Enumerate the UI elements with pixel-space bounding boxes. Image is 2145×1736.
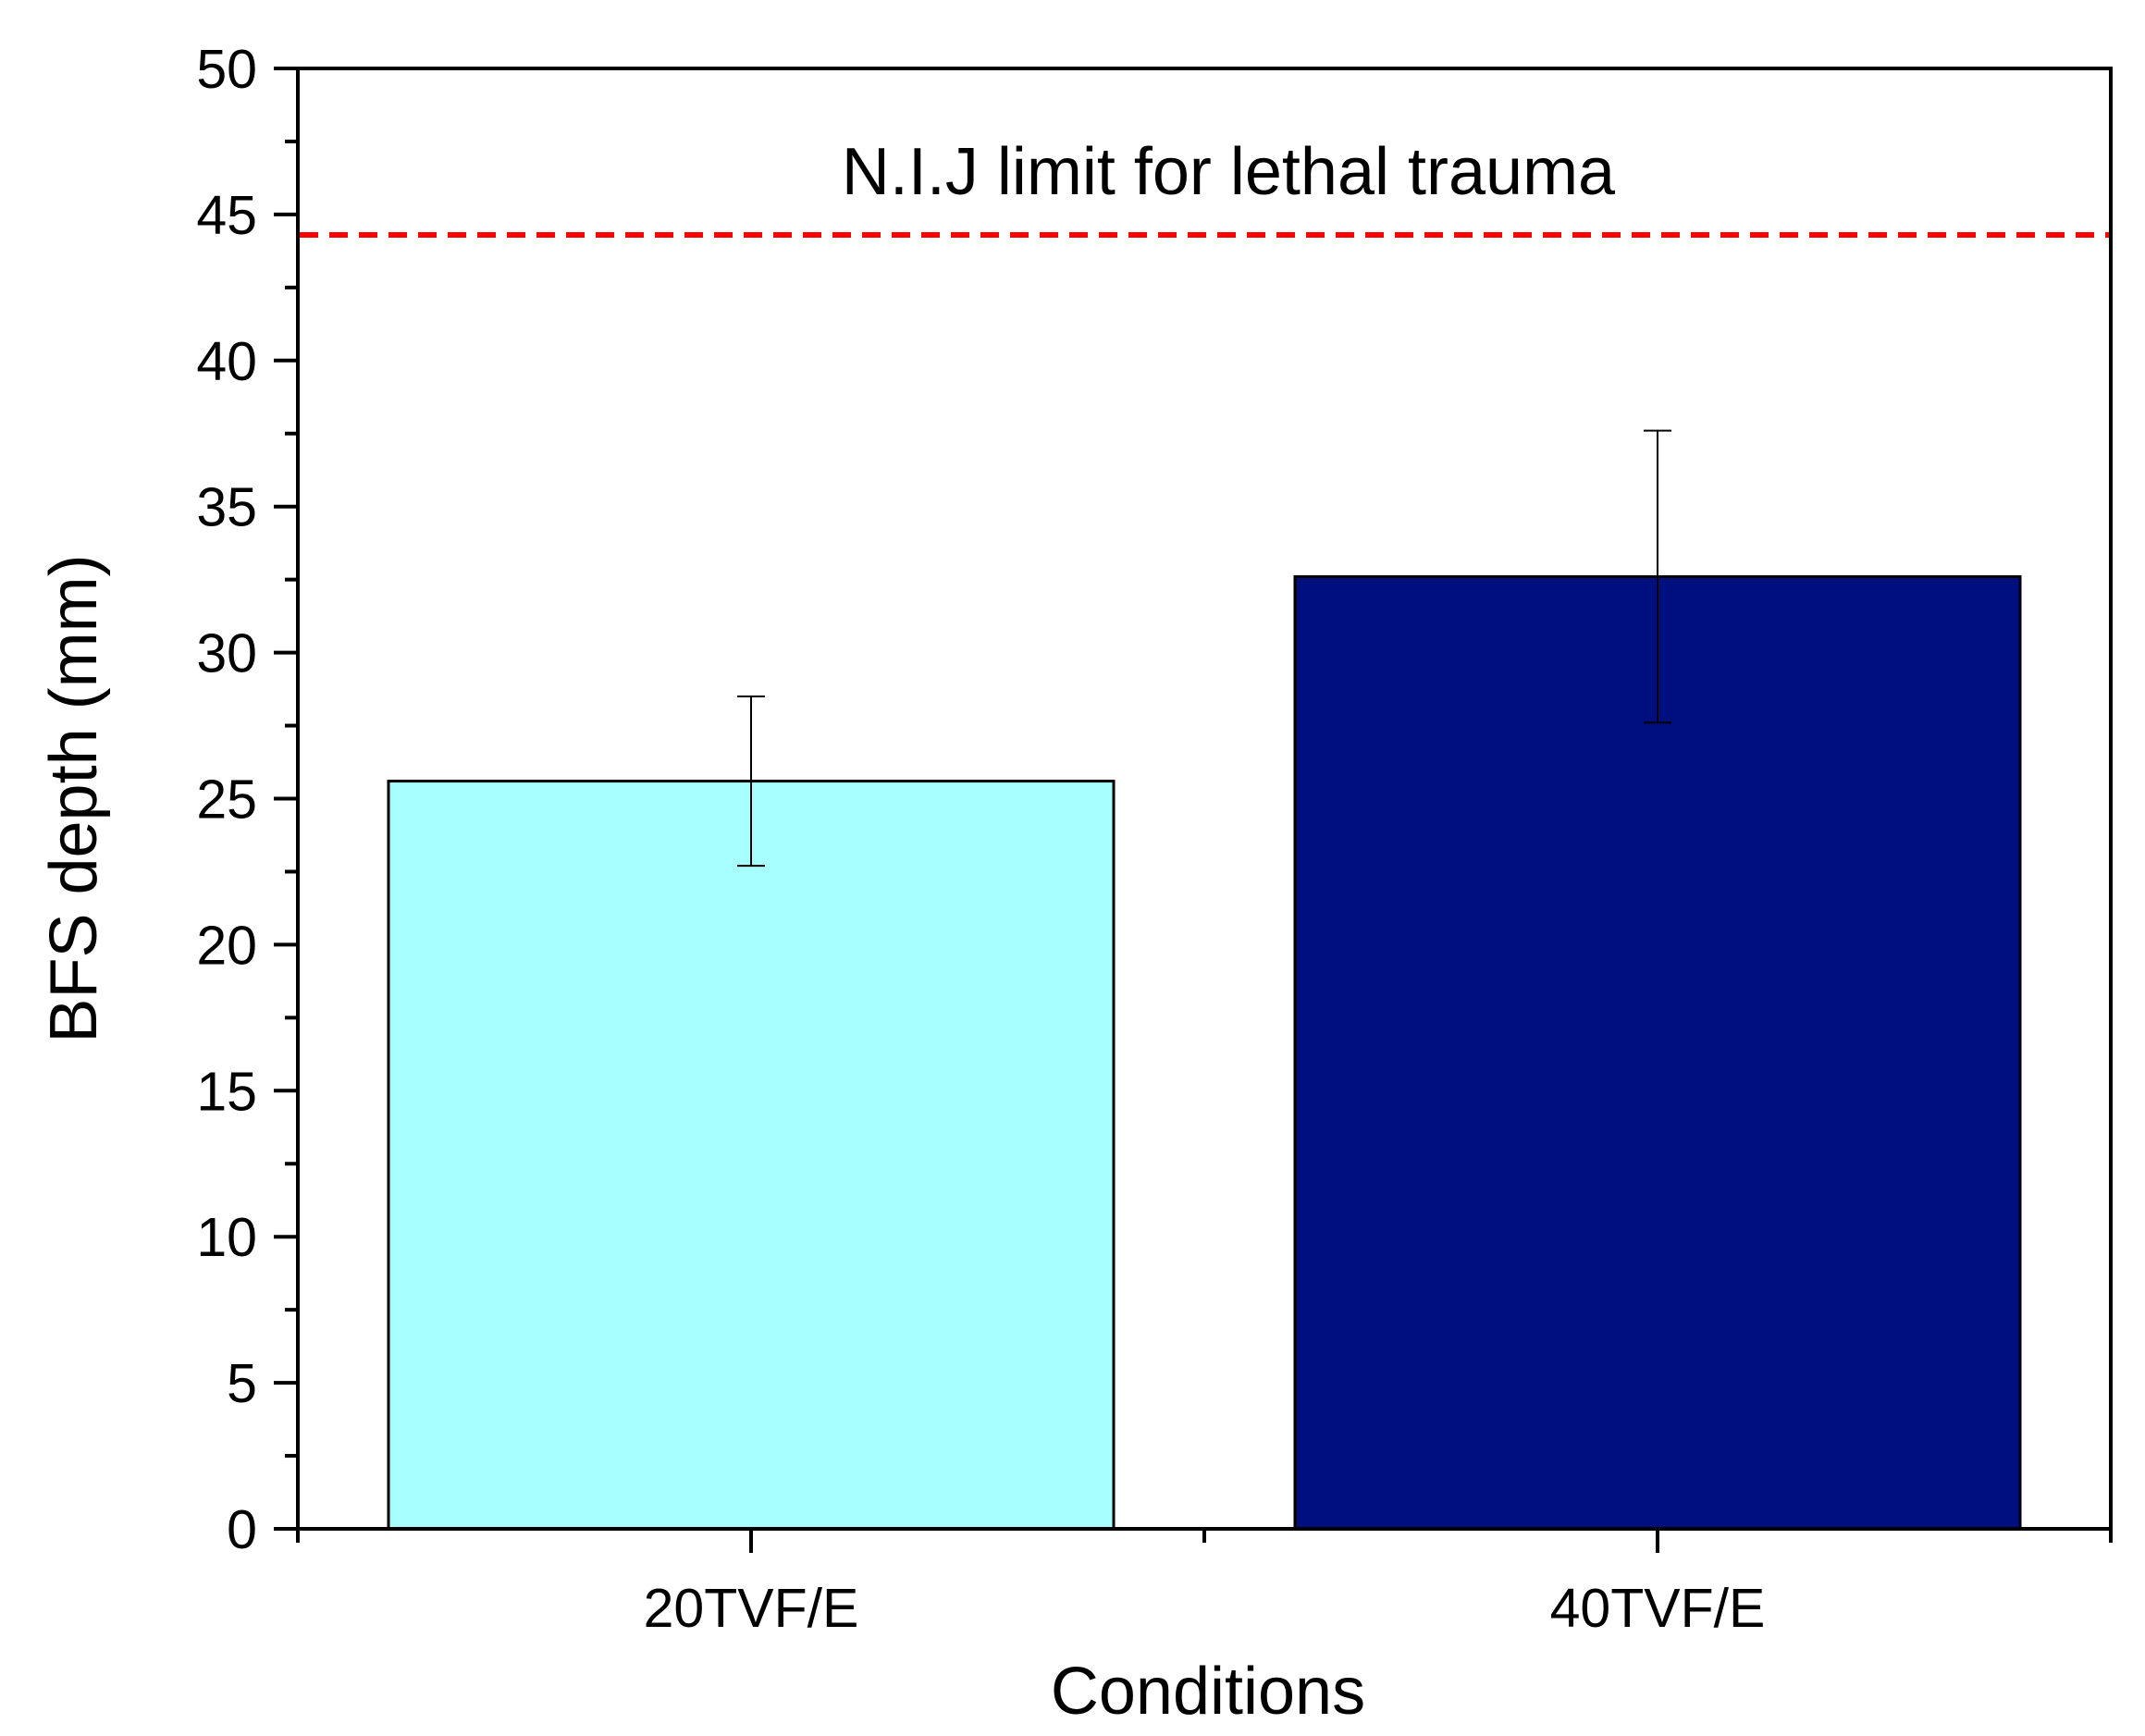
- y-tick-label: 5: [227, 1353, 257, 1414]
- y-tick-label: 15: [196, 1061, 257, 1122]
- bar-1: [387, 780, 1116, 1531]
- x-axis-title: Conditions: [1051, 1655, 1365, 1729]
- x-tick-label: 40TVF/E: [1550, 1578, 1766, 1639]
- y-axis-title: BFS depth (mm): [37, 554, 111, 1042]
- axes: 20TVF/E 40TVF/E 0 5 10 15 20 25 30 35 40 45 50: [196, 39, 2113, 1639]
- plot-area: [387, 429, 2022, 1531]
- y-tick-label: 10: [196, 1207, 257, 1268]
- y-tick-label: 35: [196, 477, 257, 538]
- y-tick-label: 20: [196, 915, 257, 976]
- y-tick-label: 30: [196, 623, 257, 684]
- x-tick-label: 20TVF/E: [644, 1578, 859, 1639]
- y-tick-label: 40: [196, 331, 257, 392]
- y-tick-label: 45: [196, 185, 257, 246]
- bar-2: [1293, 574, 2022, 1531]
- nij-limit-annotation: N.I.J limit for lethal trauma: [842, 135, 1616, 209]
- y-tick-label: 25: [196, 770, 257, 831]
- y-tick-label: 0: [227, 1499, 257, 1560]
- y-tick-label: 50: [196, 39, 257, 100]
